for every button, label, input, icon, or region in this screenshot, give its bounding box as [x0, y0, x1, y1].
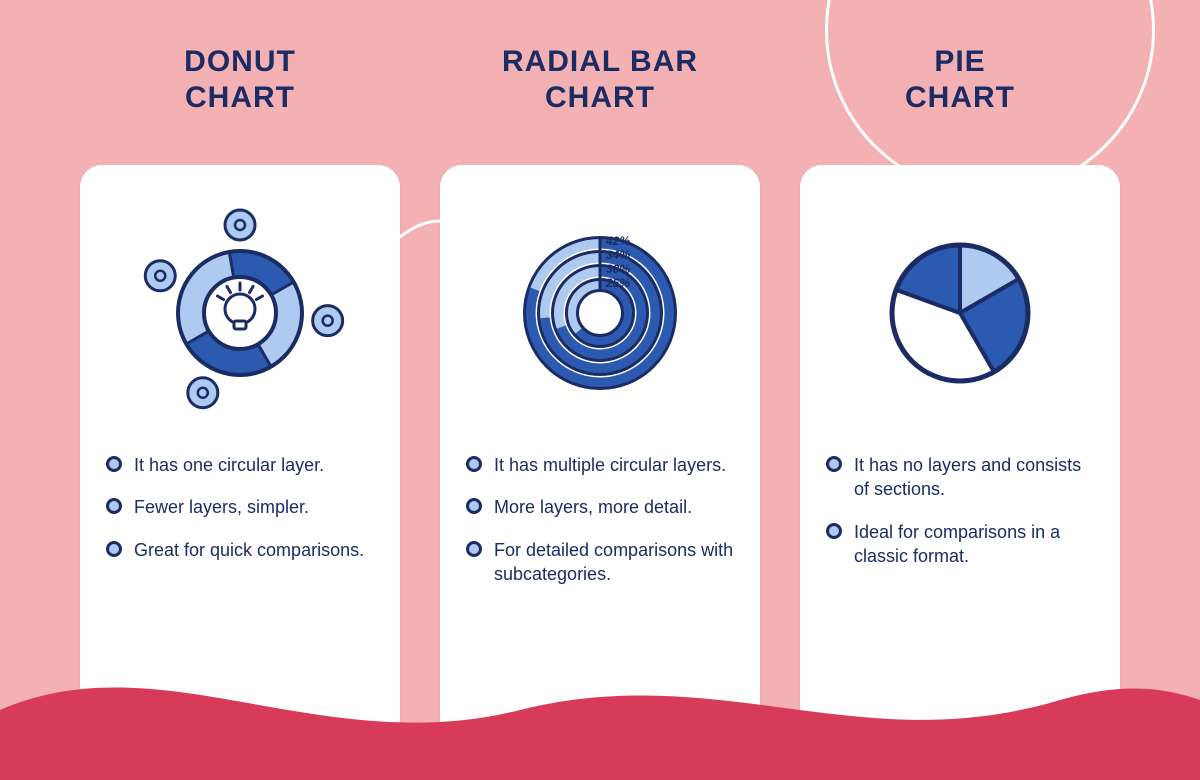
bullet-text: For detailed comparisons with subcategor…	[494, 538, 734, 587]
bullet-text: More layers, more detail.	[494, 495, 692, 519]
title-pie: PIE CHART	[810, 44, 1110, 116]
bullet-ring-icon	[106, 541, 122, 557]
person-circle	[225, 210, 255, 240]
bullet-ring-icon	[826, 523, 842, 539]
bullet-text: Fewer layers, simpler.	[134, 495, 309, 519]
bullet-text: It has no layers and consists of section…	[854, 453, 1094, 502]
bullet-ring-icon	[826, 456, 842, 472]
bullet-item: Great for quick comparisons.	[106, 538, 374, 562]
card-pie: It has no layers and consists of section…	[800, 165, 1120, 745]
title-line1: PIE	[810, 44, 1110, 80]
piggybank-circle	[188, 378, 218, 408]
bullet-item: Fewer layers, simpler.	[106, 495, 374, 519]
title-line1: RADIAL BAR	[450, 44, 750, 80]
bullet-item: More layers, more detail.	[466, 495, 734, 519]
bullet-list: It has no layers and consists of section…	[826, 453, 1094, 568]
bullet-ring-icon	[106, 456, 122, 472]
pie-illustration	[826, 193, 1094, 433]
svg-text:25%: 25%	[605, 276, 630, 290]
bullet-item: It has multiple circular layers.	[466, 453, 734, 477]
bullet-ring-icon	[106, 498, 122, 514]
bullet-text: It has one circular layer.	[134, 453, 324, 477]
bullet-list: It has one circular layer. Fewer layers, …	[106, 453, 374, 562]
bullet-text: Ideal for comparisons in a classic forma…	[854, 520, 1094, 569]
bullet-ring-icon	[466, 498, 482, 514]
bullet-ring-icon	[466, 456, 482, 472]
infographic-canvas: DONUT CHART RADIAL BAR CHART PIE CHART I…	[0, 0, 1200, 780]
svg-text:34%: 34%	[606, 248, 630, 262]
svg-text:42%: 42%	[605, 234, 630, 248]
bullet-text: Great for quick comparisons.	[134, 538, 364, 562]
bullet-item: For detailed comparisons with subcategor…	[466, 538, 734, 587]
bullet-ring-icon	[466, 541, 482, 557]
title-line1: DONUT	[90, 44, 390, 80]
bullet-text: It has multiple circular layers.	[494, 453, 726, 477]
cards-row: It has one circular layer. Fewer layers, …	[0, 165, 1200, 745]
bullet-list: It has multiple circular layers. More lay…	[466, 453, 734, 586]
money-circle	[313, 306, 343, 336]
title-donut: DONUT CHART	[90, 44, 390, 116]
card-radial: 42%34%30%25% It has multiple circular lay…	[440, 165, 760, 745]
radial-illustration: 42%34%30%25%	[466, 193, 734, 433]
title-line2: CHART	[450, 80, 750, 116]
world-circle	[145, 261, 175, 291]
svg-text:30%: 30%	[606, 262, 630, 276]
title-line2: CHART	[810, 80, 1110, 116]
card-donut: It has one circular layer. Fewer layers, …	[80, 165, 400, 745]
title-line2: CHART	[90, 80, 390, 116]
donut-illustration	[106, 193, 374, 433]
title-radial: RADIAL BAR CHART	[450, 44, 750, 116]
bullet-item: It has one circular layer.	[106, 453, 374, 477]
bullet-item: It has no layers and consists of section…	[826, 453, 1094, 502]
titles-row: DONUT CHART RADIAL BAR CHART PIE CHART	[0, 44, 1200, 116]
bullet-item: Ideal for comparisons in a classic forma…	[826, 520, 1094, 569]
